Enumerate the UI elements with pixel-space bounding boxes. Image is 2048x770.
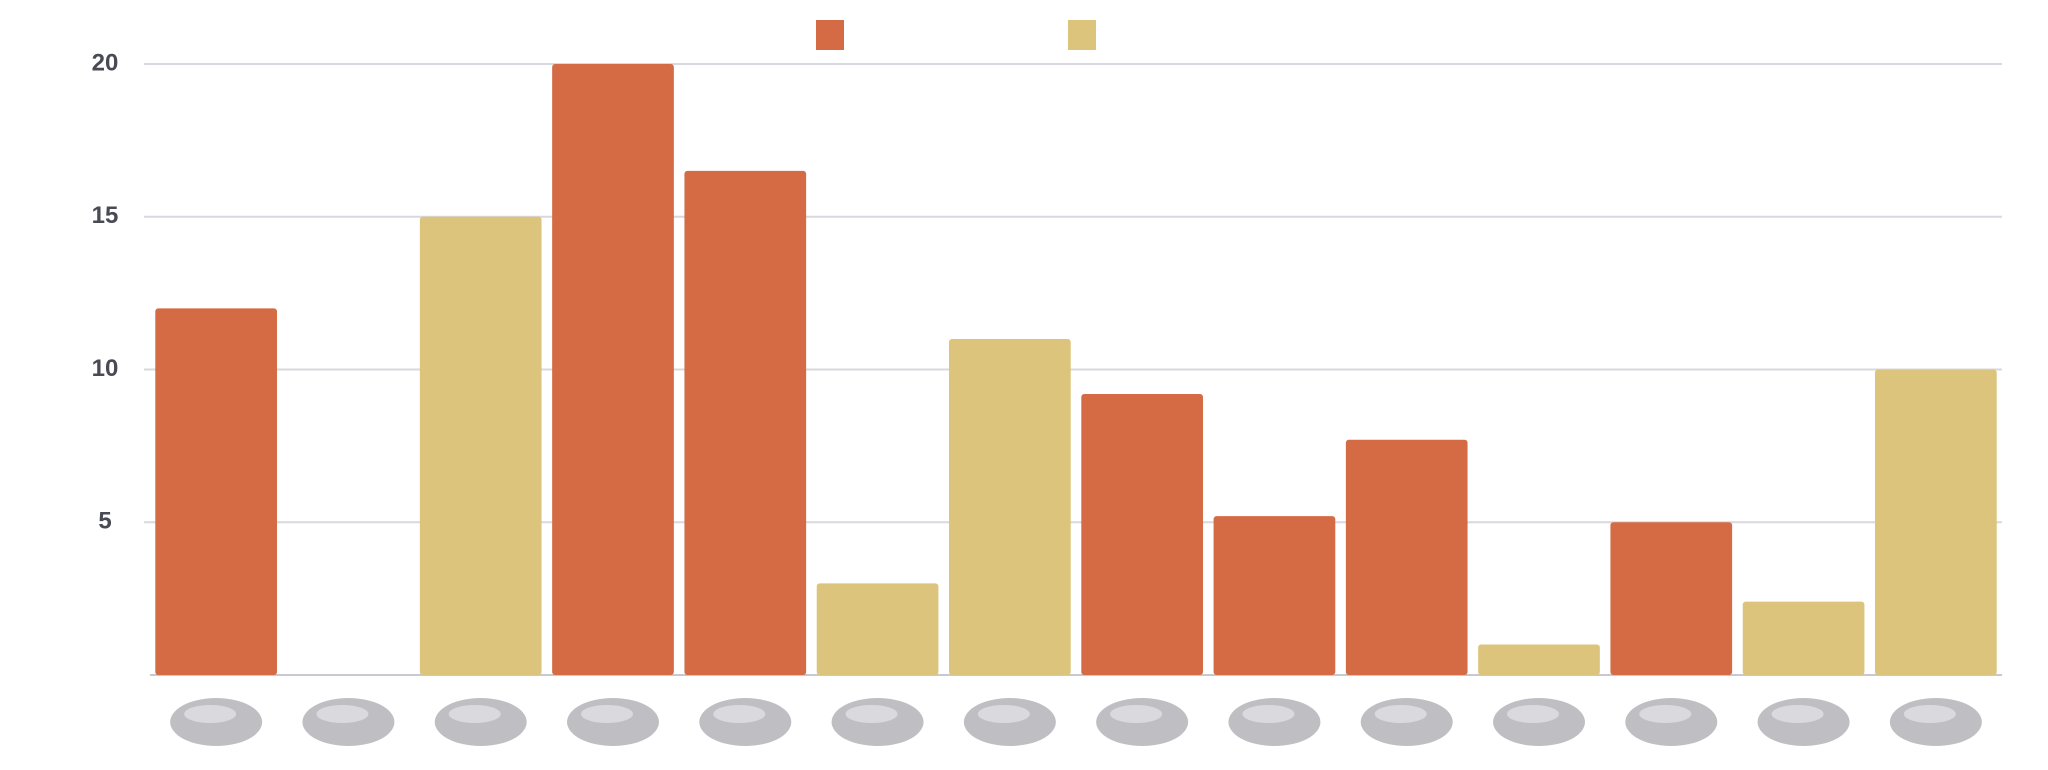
bar [552,64,674,675]
category-icon-highlight [1110,705,1163,723]
category-icon-highlight [1507,705,1559,723]
bar [1345,439,1468,675]
category-icon-highlight [316,705,369,723]
bar [684,170,807,676]
bar [155,308,277,675]
category-icon-highlight [977,705,1030,723]
bar [1478,644,1600,675]
category-icon-highlight [1639,705,1692,723]
category-icon-highlight [184,705,237,723]
legend-swatch [1068,20,1096,50]
bar [1610,522,1733,675]
bar [1213,516,1336,675]
y-tick-label: 15 [92,202,119,229]
category-icon-highlight [1242,705,1295,723]
category-icon-highlight [1374,705,1427,723]
bar [1742,601,1865,675]
bar [1081,393,1203,675]
legend-swatch [816,20,844,50]
category-icon-highlight [1771,705,1824,723]
bar [1875,369,1997,675]
bar [419,216,542,675]
bar [949,338,1071,675]
category-icon-highlight [845,705,898,723]
y-tick-label: 10 [92,355,119,382]
category-icon-highlight [581,705,633,723]
bar [816,583,939,675]
category-icon-highlight [713,705,766,723]
y-tick-label: 5 [98,508,111,535]
y-tick-label: 20 [92,49,119,76]
category-icon-highlight [448,705,501,723]
legend [816,20,1096,50]
category-icon-highlight [1903,705,1956,723]
